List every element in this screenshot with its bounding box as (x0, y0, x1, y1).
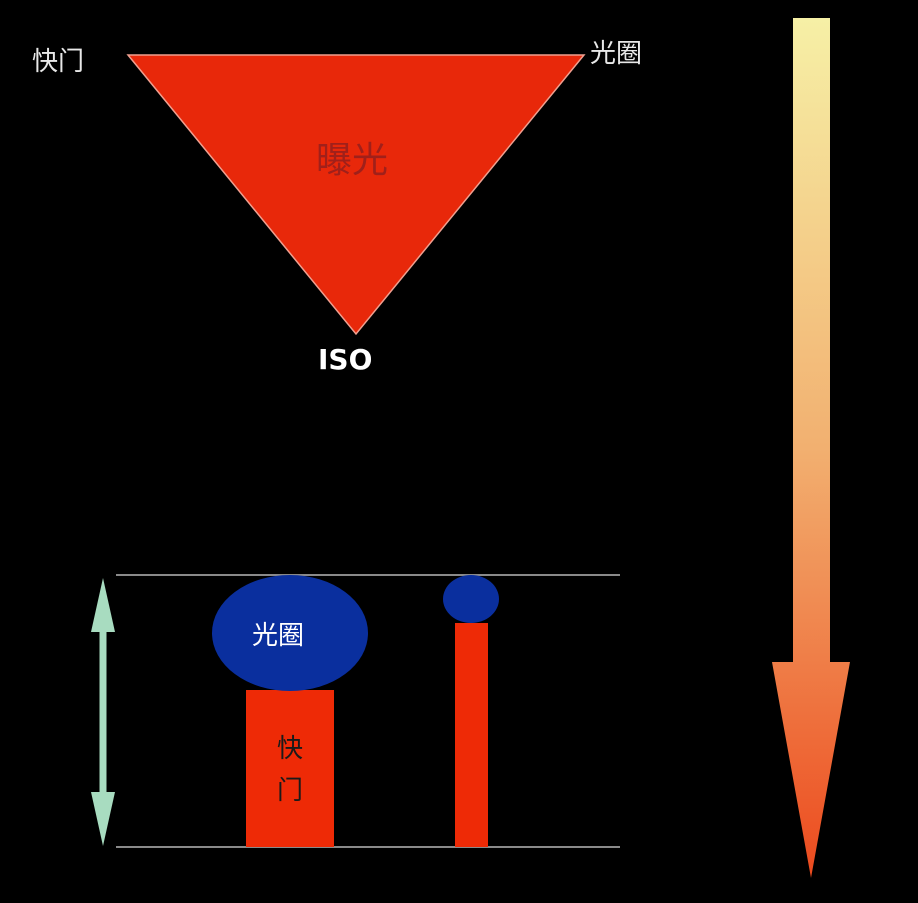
triangle-top-left-label: 快门 (32, 47, 84, 77)
aperture-ellipse-label: 光圈 (252, 621, 304, 651)
aperture-ellipse-large (212, 575, 368, 691)
exposure-triangle (126, 54, 586, 336)
shutter-label-line2: 门 (277, 776, 303, 806)
double-arrow-icon (91, 578, 115, 846)
shutter-bar-narrow (455, 623, 488, 847)
gradient-down-arrow-icon (772, 18, 850, 878)
triangle-top-right-label: 光圈 (590, 39, 642, 69)
triangle-bottom-label: ISO (318, 343, 372, 376)
shutter-label-line1: 快 (277, 734, 303, 764)
shutter-bar-wide (246, 690, 334, 847)
aperture-ellipse-small (443, 575, 499, 623)
triangle-center-label: 曝光 (316, 140, 388, 181)
